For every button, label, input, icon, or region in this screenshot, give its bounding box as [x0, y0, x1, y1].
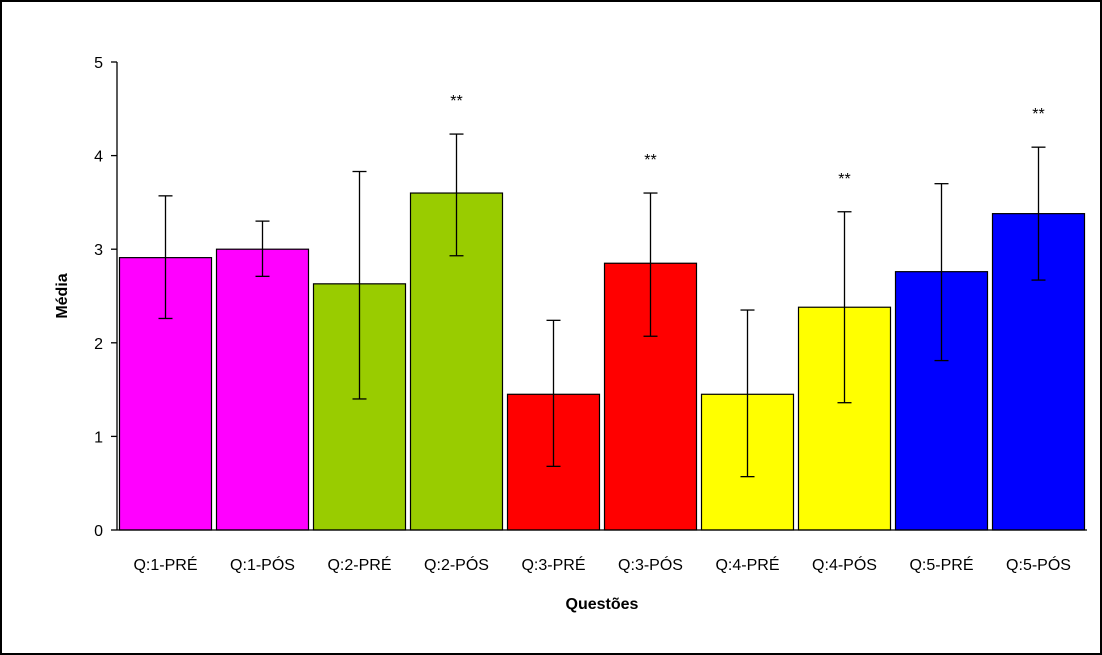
error-bar-5 [546, 319, 561, 468]
y-tick-label-2: 2 [94, 336, 103, 353]
y-tick-label-3: 3 [94, 242, 103, 259]
error-bar-10 [1031, 146, 1046, 281]
bar-2 [215, 248, 310, 531]
error-bar-2 [255, 220, 270, 277]
error-bar-1 [158, 195, 173, 320]
y-tick-label-0: 0 [94, 523, 103, 540]
significance-marker-8: ** [838, 171, 850, 188]
x-tick-label-5: Q:3-PRÉ [521, 555, 585, 574]
error-bar-9 [934, 183, 949, 362]
x-tick-label-8: Q:4-PÓS [812, 555, 877, 574]
annotations-layer: ** ** ** ** [450, 93, 1044, 188]
error-bar-3 [352, 170, 367, 400]
x-tick-label-10: Q:5-PÓS [1006, 555, 1071, 574]
x-tick-label-6: Q:3-PÓS [618, 555, 683, 574]
error-bar-4 [449, 133, 464, 257]
y-tick-label-1: 1 [94, 429, 103, 446]
x-tick-label-3: Q:2-PRÉ [327, 555, 391, 574]
significance-marker-6: ** [644, 152, 656, 169]
x-tick-label-4: Q:2-PÓS [424, 555, 489, 574]
error-bar-7 [740, 309, 755, 478]
significance-marker-10: ** [1032, 106, 1044, 123]
axes-layer: Q:1-PRÉ Q:1-PÓS Q:2-PRÉ Q:2-PÓS Q:3-PRÉ Q:3-P… [94, 55, 1087, 574]
x-axis-title: Questões [566, 596, 639, 613]
y-axis-title: Média [54, 273, 71, 318]
error-bars-layer [158, 133, 1046, 478]
x-tick-label-7: Q:4-PRÉ [715, 555, 779, 574]
error-bar-8 [837, 211, 852, 404]
x-tick-label-2: Q:1-PÓS [230, 555, 295, 574]
y-tick-label-4: 4 [94, 149, 103, 166]
significance-marker-4: ** [450, 93, 462, 110]
y-tick-label-5: 5 [94, 55, 103, 72]
x-tick-label-9: Q:5-PRÉ [909, 555, 973, 574]
x-tick-label-1: Q:1-PRÉ [133, 555, 197, 574]
error-bar-6 [643, 192, 658, 337]
